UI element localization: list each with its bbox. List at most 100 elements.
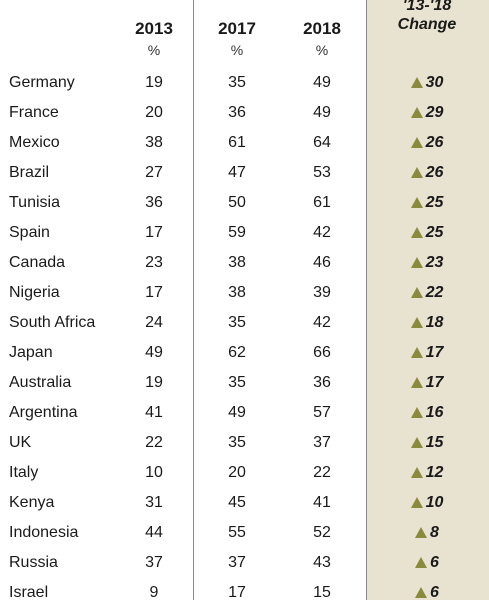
value-2017: 55	[228, 524, 246, 541]
value-2017: 45	[228, 494, 246, 511]
change-number: 18	[425, 314, 444, 331]
triangle-up-icon	[415, 587, 428, 598]
table-row: Spain 17 59 42 25	[0, 218, 489, 248]
change-header-line1: '13-'18	[402, 0, 452, 14]
value-2013: 49	[145, 344, 163, 361]
value-2017: 20	[228, 464, 246, 481]
table-row: South Africa 24 35 42 18	[0, 308, 489, 338]
value-2018: 37	[313, 434, 331, 451]
country-label: Mexico	[9, 134, 60, 151]
country-label: Kenya	[9, 494, 55, 511]
value-2013: 27	[145, 164, 163, 181]
value-2017: 49	[228, 404, 246, 421]
change-column-background	[366, 0, 489, 600]
change-value: 15	[367, 428, 487, 458]
value-2018: 64	[313, 134, 331, 151]
value-2018: 42	[313, 314, 331, 331]
change-value: 30	[367, 68, 487, 98]
value-2013: 19	[145, 374, 163, 391]
country-label: Nigeria	[9, 284, 60, 301]
change-value: 16	[367, 398, 487, 428]
value-2018: 49	[313, 74, 331, 91]
value-2013: 36	[145, 194, 163, 211]
table-row: Germany 19 35 49 30	[0, 68, 489, 98]
triangle-up-icon	[415, 527, 428, 538]
value-2017: 50	[228, 194, 246, 211]
change-value: 18	[367, 308, 487, 338]
value-2013: 10	[145, 464, 163, 481]
country-label: Italy	[9, 464, 39, 481]
value-2013: 22	[145, 434, 163, 451]
value-2017: 59	[228, 224, 246, 241]
table-row: Russia 37 37 43 6	[0, 548, 489, 578]
change-value: 29	[367, 98, 487, 128]
change-number: 15	[425, 434, 444, 451]
header-2017: 2017	[218, 19, 256, 38]
change-value: 12	[367, 458, 487, 488]
country-label: Canada	[9, 254, 66, 271]
change-value: 22	[367, 278, 487, 308]
value-2013: 38	[145, 134, 163, 151]
value-2018: 53	[313, 164, 331, 181]
value-2017: 62	[228, 344, 246, 361]
triangle-up-icon	[410, 497, 423, 508]
change-value: 23	[367, 248, 487, 278]
change-number: 16	[425, 404, 444, 421]
value-2018: 39	[313, 284, 331, 301]
change-number: 6	[430, 554, 439, 571]
table-row: Indonesia 44 55 52 8	[0, 518, 489, 548]
change-number: 22	[425, 284, 444, 301]
triangle-up-icon	[410, 377, 423, 388]
triangle-up-icon	[410, 107, 423, 118]
value-2018: 15	[313, 584, 331, 601]
change-value: 26	[367, 158, 487, 188]
change-header-line2: Change	[397, 16, 457, 33]
triangle-up-icon	[410, 437, 423, 448]
header-2018: 2018	[303, 19, 341, 38]
triangle-up-icon	[410, 257, 423, 268]
change-value: 6	[367, 578, 487, 608]
value-2017: 36	[228, 104, 246, 121]
value-2018: 61	[313, 194, 331, 211]
country-label: UK	[9, 434, 32, 451]
change-number: 17	[425, 344, 444, 361]
value-2013: 37	[145, 554, 163, 571]
value-2013: 17	[145, 284, 163, 301]
value-2018: 57	[313, 404, 331, 421]
value-2013: 44	[145, 524, 163, 541]
change-number: 25	[425, 224, 444, 241]
value-2013: 17	[145, 224, 163, 241]
value-2018: 22	[313, 464, 331, 481]
value-2017: 35	[228, 74, 246, 91]
value-2017: 47	[228, 164, 246, 181]
value-2017: 35	[228, 434, 246, 451]
triangle-up-icon	[410, 467, 423, 478]
change-number: 8	[430, 524, 439, 541]
change-number: 6	[430, 584, 439, 601]
change-number: 29	[425, 104, 444, 121]
value-2017: 35	[228, 374, 246, 391]
country-label: France	[9, 104, 59, 121]
value-2013: 19	[145, 74, 163, 91]
value-2013: 20	[145, 104, 163, 121]
triangle-up-icon	[410, 287, 423, 298]
triangle-up-icon	[410, 227, 423, 238]
change-value: 25	[367, 218, 487, 248]
change-number: 10	[425, 494, 444, 511]
change-value: 25	[367, 188, 487, 218]
country-label: Tunisia	[9, 194, 60, 211]
change-value: 10	[367, 488, 487, 518]
value-2017: 61	[228, 134, 246, 151]
value-2013: 23	[145, 254, 163, 271]
table-row: Japan 49 62 66 17	[0, 338, 489, 368]
column-divider	[193, 0, 194, 600]
table-row: Kenya 31 45 41 10	[0, 488, 489, 518]
country-label: Israel	[9, 584, 49, 601]
table-row: Nigeria 17 38 39 22	[0, 278, 489, 308]
country-label: Argentina	[9, 404, 78, 421]
value-2017: 37	[228, 554, 246, 571]
table-row: Canada 23 38 46 23	[0, 248, 489, 278]
value-2017: 35	[228, 314, 246, 331]
change-value: 8	[367, 518, 487, 548]
